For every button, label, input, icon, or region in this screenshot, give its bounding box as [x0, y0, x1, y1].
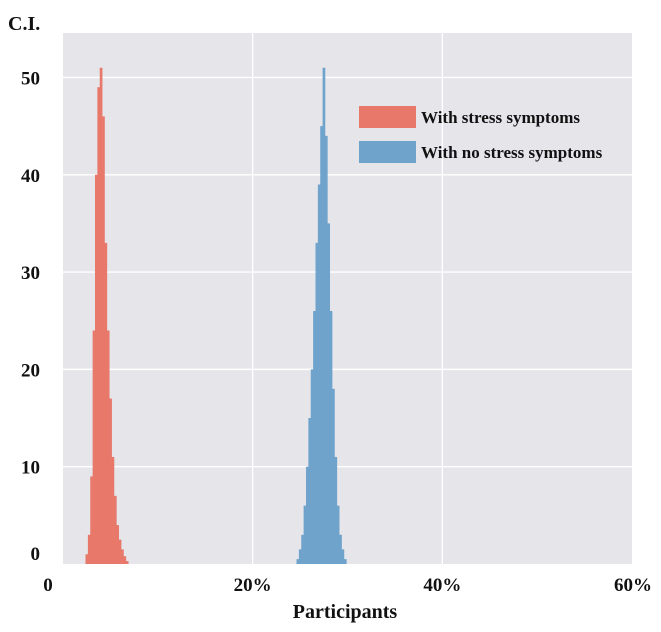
histogram-bar: [324, 135, 328, 564]
histogram-bar: [343, 559, 347, 564]
histogram-bar: [111, 456, 115, 564]
histogram-bar: [102, 116, 105, 564]
histogram-bar: [322, 67, 326, 564]
histogram-bar: [106, 330, 110, 564]
y-tick-label: 30: [21, 263, 40, 284]
x-tick-label: 20%: [234, 575, 272, 596]
histogram-bar: [116, 525, 120, 564]
histogram-bar: [113, 495, 117, 564]
histogram-bar: [341, 549, 345, 564]
histogram-bar: [85, 554, 89, 564]
y-tick-label: 10: [21, 458, 40, 479]
histogram-bar: [313, 311, 316, 564]
histogram-bar: [298, 549, 302, 564]
legend-swatch: [359, 141, 416, 163]
histogram-bar: [301, 534, 304, 564]
y-tick-label: 50: [21, 68, 40, 89]
histogram-bar: [317, 184, 321, 564]
legend-label: With no stress symptoms: [421, 143, 603, 162]
histogram-bar: [121, 549, 124, 564]
legend: With stress symptoms With no stress sympt…: [359, 106, 603, 163]
x-axis-title: Participants: [293, 601, 398, 623]
histogram-bar: [109, 398, 112, 564]
histogram-bar: [104, 242, 108, 564]
histogram-bar: [118, 539, 122, 564]
histogram-bar: [125, 561, 129, 564]
y-tick-label: 20: [21, 360, 40, 381]
histogram-bar: [95, 174, 98, 564]
histogram-bar: [90, 476, 93, 564]
histogram-bars: [85, 67, 347, 564]
histogram-bar: [336, 505, 340, 564]
x-tick-label: 60%: [614, 575, 652, 596]
x-tick-labels: 0 20% 40% 60%: [43, 575, 652, 596]
histogram-bar: [310, 369, 314, 564]
histogram-bar: [315, 242, 319, 564]
histogram-bar: [296, 559, 300, 564]
histogram-bar: [306, 466, 309, 564]
legend-swatch: [359, 106, 416, 128]
histogram-bar: [329, 311, 333, 564]
x-tick-label: 40%: [423, 575, 461, 596]
histogram-bar: [334, 456, 338, 564]
histogram-bar: [327, 223, 331, 564]
histogram-bar: [92, 330, 96, 564]
plot-background: [63, 33, 632, 564]
y-tick-label: 0: [31, 544, 41, 565]
y-tick-label: 40: [21, 166, 40, 187]
gridlines: [63, 33, 632, 564]
x-tick-label: 0: [43, 575, 53, 596]
histogram-bar: [123, 556, 127, 564]
histogram-bar: [303, 505, 307, 564]
y-axis-title: C.I.: [8, 13, 40, 35]
histogram-bar: [332, 388, 335, 564]
histogram-bar: [339, 534, 342, 564]
histogram-bar: [308, 418, 312, 564]
legend-label: With stress symptoms: [421, 108, 580, 127]
histogram-bar: [97, 87, 101, 564]
histogram-bar: [99, 67, 103, 564]
y-tick-labels: 0 10 20 30 40 50: [21, 68, 40, 565]
histogram-bar: [320, 126, 323, 564]
histogram-bar: [87, 534, 91, 564]
